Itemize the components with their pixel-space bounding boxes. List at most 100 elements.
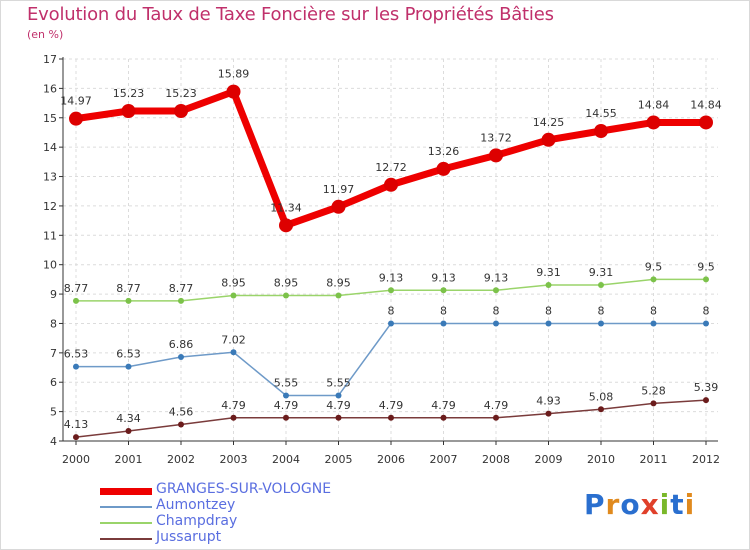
y-tick-label: 17 — [43, 53, 57, 66]
x-tick-label: 2006 — [377, 453, 405, 466]
data-point — [178, 421, 184, 428]
data-label: 8.77 — [64, 282, 89, 295]
data-point — [283, 292, 289, 299]
data-point — [178, 297, 184, 304]
y-tick-label: 9 — [50, 288, 57, 301]
series-jussarupt — [73, 397, 709, 441]
y-tick-label: 12 — [43, 200, 57, 213]
data-point — [440, 287, 447, 294]
data-point — [388, 414, 394, 421]
x-tick-label: 2003 — [220, 453, 248, 466]
data-point — [545, 410, 552, 417]
data-point — [489, 148, 503, 163]
data-label: 14.84 — [690, 98, 722, 111]
data-point — [178, 353, 184, 360]
data-point — [541, 132, 556, 147]
data-point — [331, 199, 346, 214]
data-point — [226, 84, 241, 99]
data-label: 4.79 — [484, 399, 509, 412]
x-tick-label: 2012 — [692, 453, 720, 466]
proxiti-logo: Proxiti — [584, 488, 696, 521]
data-label: 8 — [545, 304, 552, 317]
y-tick-label: 5 — [50, 406, 57, 419]
series-layer — [69, 84, 713, 441]
legend-label: Champdray — [156, 513, 238, 529]
data-point — [545, 320, 552, 327]
data-point — [230, 292, 237, 299]
data-point — [493, 287, 499, 294]
data-label: 8 — [388, 304, 395, 317]
data-point — [598, 406, 604, 413]
data-point — [335, 292, 342, 299]
chart-title: Evolution du Taux de Taxe Foncière sur l… — [27, 4, 554, 25]
data-label: 13.72 — [480, 131, 512, 144]
data-label: 8.77 — [169, 282, 194, 295]
data-label: 8 — [440, 304, 447, 317]
data-label: 4.79 — [274, 399, 299, 412]
data-point — [703, 397, 709, 404]
y-tick-label: 7 — [50, 347, 57, 360]
x-tick-label: 2010 — [587, 453, 615, 466]
data-label: 8 — [650, 304, 657, 317]
data-label: 8 — [493, 304, 500, 317]
legend-label: Aumontzey — [156, 497, 236, 513]
data-label: 9.5 — [645, 260, 663, 273]
x-tick-label: 2004 — [272, 453, 300, 466]
data-point — [121, 104, 136, 119]
data-point — [388, 287, 394, 294]
y-tick-label: 13 — [43, 171, 57, 184]
data-label: 5.08 — [589, 390, 614, 403]
data-label: 5.28 — [641, 384, 666, 397]
data-point — [230, 414, 237, 421]
data-label: 9.13 — [431, 271, 456, 284]
data-label: 5.55 — [274, 376, 299, 389]
data-label: 6.86 — [169, 338, 194, 351]
data-label: 8 — [598, 304, 605, 317]
data-label: 4.93 — [536, 395, 561, 408]
x-tick-label: 2005 — [325, 453, 353, 466]
data-label: 5.39 — [694, 381, 719, 394]
data-point — [594, 123, 608, 138]
data-point — [650, 276, 657, 283]
series-aumontzey — [73, 320, 709, 399]
data-point — [650, 400, 657, 407]
x-tick-label: 2000 — [62, 453, 90, 466]
data-label: 15.23 — [113, 87, 145, 100]
legend-swatch — [100, 522, 152, 524]
data-label: 15.89 — [218, 68, 250, 81]
series-granges-sur-vologne — [69, 84, 713, 233]
data-label: 9.5 — [697, 260, 715, 273]
data-label: 8.95 — [326, 277, 351, 290]
data-point — [440, 320, 447, 327]
data-label: 9.13 — [484, 271, 509, 284]
data-label: 4.13 — [64, 418, 89, 431]
data-point — [440, 414, 447, 421]
data-label: 7.02 — [221, 333, 246, 346]
data-point — [493, 414, 499, 421]
data-label: 14.84 — [638, 98, 670, 111]
data-label: 6.53 — [64, 348, 89, 361]
series-champdray — [73, 276, 709, 304]
data-point — [598, 281, 604, 288]
legend-label: Jussarupt — [156, 529, 222, 545]
data-label: 8.77 — [116, 282, 141, 295]
y-tick-label: 4 — [50, 435, 57, 448]
x-tick-label: 2011 — [640, 453, 668, 466]
data-label: 4.79 — [379, 399, 404, 412]
y-tick-label: 8 — [50, 317, 57, 330]
data-label: 8.95 — [274, 277, 299, 290]
data-point — [646, 115, 661, 130]
data-point — [283, 414, 289, 421]
data-point — [650, 320, 657, 327]
y-tick-label: 16 — [43, 82, 57, 95]
data-point — [279, 218, 293, 233]
y-tick-label: 10 — [43, 259, 57, 272]
x-tick-label: 2008 — [482, 453, 510, 466]
data-label: 4.34 — [116, 412, 141, 425]
data-label: 4.79 — [326, 399, 351, 412]
data-point — [545, 281, 552, 288]
data-label: 4.79 — [221, 399, 246, 412]
x-tick-label: 2007 — [430, 453, 458, 466]
data-point — [598, 320, 604, 327]
